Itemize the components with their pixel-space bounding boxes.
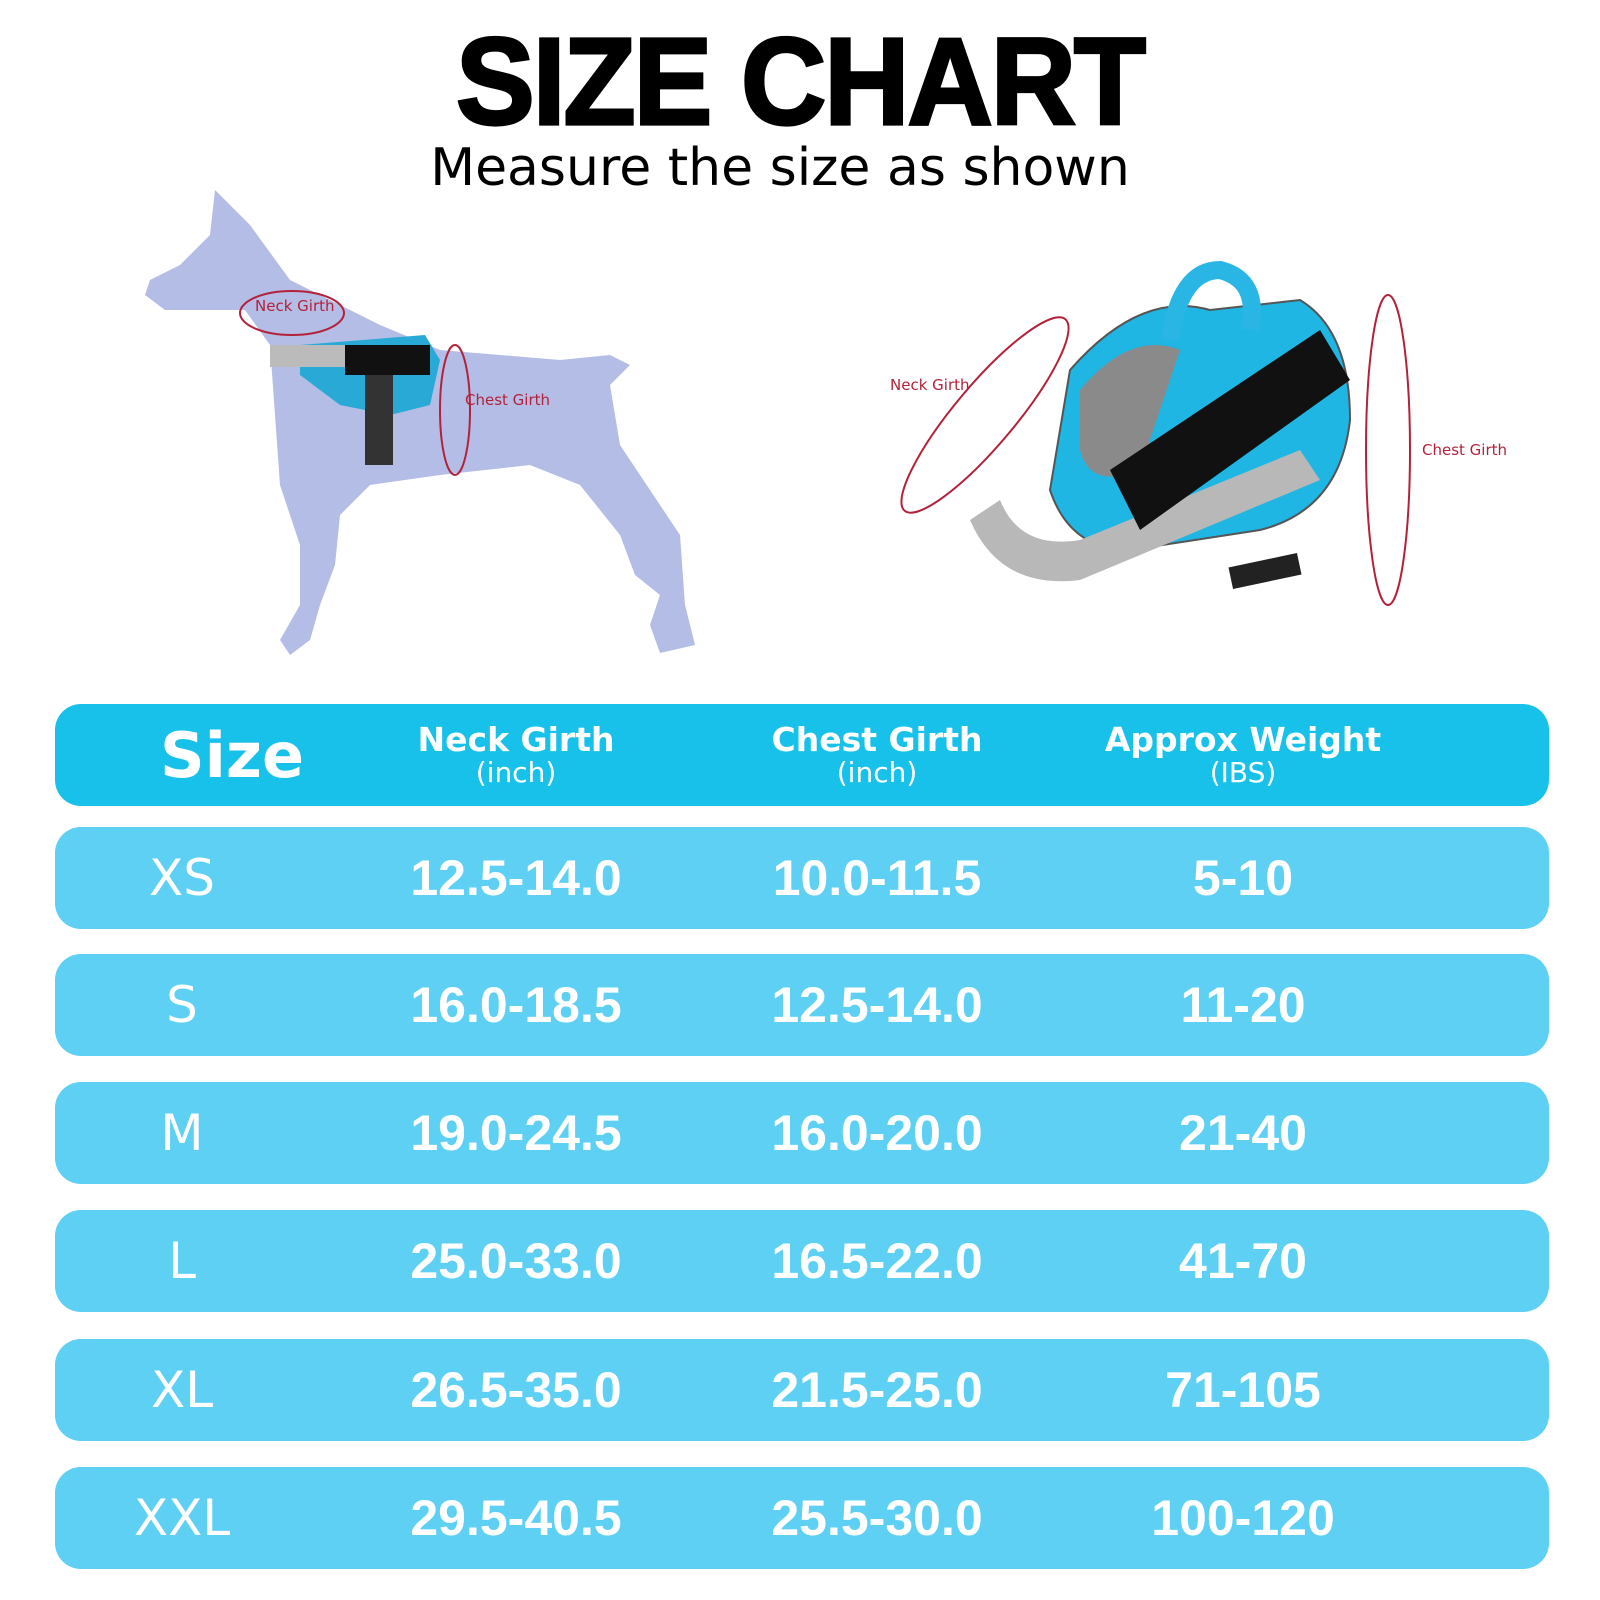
header-approx-weight-label: Approx Weight xyxy=(1104,719,1382,759)
neck-girth-loop xyxy=(239,290,345,336)
cell-weight: 41-70 xyxy=(1179,1233,1307,1289)
dog-neck-girth-label: Neck Girth xyxy=(255,297,335,315)
harness-velcro xyxy=(1110,330,1350,530)
harness-velcro xyxy=(345,345,430,375)
cell-weight: 21-40 xyxy=(1179,1105,1307,1161)
header-chest-girth-label: Chest Girth xyxy=(771,719,983,759)
harness-padding xyxy=(1080,345,1180,477)
dog-chest-girth-label: Chest Girth xyxy=(465,391,550,409)
cell-chest: 10.0-11.5 xyxy=(772,850,982,906)
chest-girth-loop xyxy=(439,344,471,476)
harness-belly-strap xyxy=(365,375,393,465)
cell-size: XS xyxy=(149,849,215,907)
cell-size: L xyxy=(168,1232,196,1290)
harness-neck-girth-label: Neck Girth xyxy=(890,376,970,394)
cell-size: XL xyxy=(150,1361,214,1419)
table-row: XS 12.5-14.0 10.0-11.5 5-10 xyxy=(55,827,1549,929)
chest-girth-loop xyxy=(1365,294,1411,606)
cell-chest: 21.5-25.0 xyxy=(771,1362,983,1418)
harness-chest-girth-label: Chest Girth xyxy=(1422,441,1507,459)
cell-weight: 71-105 xyxy=(1165,1362,1321,1418)
table-header: Size Neck Girth (inch) Chest Girth (inch… xyxy=(55,704,1549,806)
cell-size: XXL xyxy=(133,1489,231,1547)
cell-neck: 29.5-40.5 xyxy=(410,1490,622,1546)
dog-silhouette xyxy=(145,190,695,655)
cell-weight: 100-120 xyxy=(1151,1490,1335,1546)
cell-neck: 19.0-24.5 xyxy=(410,1105,622,1161)
cell-neck: 16.0-18.5 xyxy=(410,977,622,1033)
cell-chest: 16.5-22.0 xyxy=(771,1233,983,1289)
cell-chest: 12.5-14.0 xyxy=(771,977,983,1033)
cell-neck: 26.5-35.0 xyxy=(410,1362,622,1418)
cell-neck: 25.0-33.0 xyxy=(410,1233,622,1289)
harness-illustration: Neck Girth Chest Girth xyxy=(890,260,1507,606)
header-neck-girth-unit: (inch) xyxy=(475,755,557,789)
table-row: M 19.0-24.5 16.0-20.0 21-40 xyxy=(55,1082,1549,1184)
header-chest-girth: Chest Girth (inch) xyxy=(772,704,983,806)
cell-weight: 5-10 xyxy=(1192,850,1294,906)
table-row: S 16.0-18.5 12.5-14.0 11-20 xyxy=(55,954,1549,1056)
header-chest-girth-unit: (inch) xyxy=(836,755,918,789)
table-row: L 25.0-33.0 16.5-22.0 41-70 xyxy=(55,1210,1549,1312)
harness-handle xyxy=(1161,260,1261,342)
cell-chest: 25.5-30.0 xyxy=(771,1490,983,1546)
cell-weight: 11-20 xyxy=(1180,977,1306,1033)
table-row: XXL 29.5-40.5 25.5-30.0 100-120 xyxy=(55,1467,1549,1569)
cell-size: M xyxy=(160,1104,204,1162)
header-neck-girth-label: Neck Girth xyxy=(417,719,615,759)
cell-chest: 16.0-20.0 xyxy=(771,1105,983,1161)
header-neck-girth: Neck Girth (inch) xyxy=(418,704,615,806)
table-row: XL 26.5-35.0 21.5-25.0 71-105 xyxy=(55,1339,1549,1441)
neck-girth-loop xyxy=(900,316,1070,514)
dog-illustration: Neck Girth Chest Girth xyxy=(145,190,695,655)
header-size: Size xyxy=(160,718,305,792)
harness-buckle xyxy=(1228,552,1302,590)
cell-size: S xyxy=(166,976,198,1034)
page-title: SIZE CHART xyxy=(455,11,1148,153)
page-subtitle: Measure the size as shown xyxy=(430,138,1130,198)
cell-neck: 12.5-14.0 xyxy=(410,850,622,906)
header-approx-weight-unit: (IBS) xyxy=(1209,755,1277,789)
header-approx-weight: Approx Weight (IBS) xyxy=(1105,704,1381,806)
